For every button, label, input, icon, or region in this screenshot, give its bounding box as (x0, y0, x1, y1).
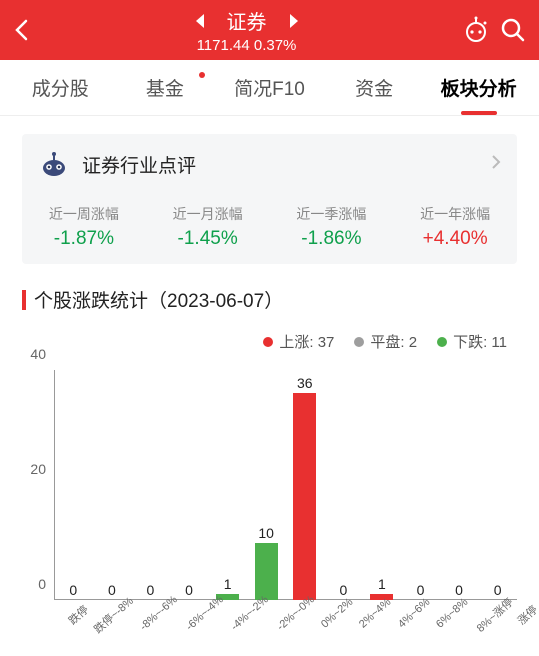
legend-item-1: 平盘: 2 (354, 331, 417, 352)
legend-label: 上涨: 37 (279, 331, 334, 352)
bar-value-label: 0 (185, 582, 193, 598)
stat-label: 近一季涨幅 (270, 204, 394, 224)
y-tick: 40 (30, 346, 46, 362)
bar (293, 393, 316, 600)
header-title: 证券 (227, 6, 267, 35)
stat-0: 近一周涨幅 -1.87% (22, 204, 146, 250)
chart-plot: 00001103601000 (54, 370, 517, 600)
review-card: 证券行业点评 近一周涨幅 -1.87%近一月涨幅 -1.45%近一季涨幅 -1.86%… (22, 134, 517, 264)
header-price: 1171.44 (197, 37, 250, 54)
bar-col-9: 0 (401, 370, 440, 600)
stat-value: -1.86% (270, 228, 394, 250)
bar-col-0: 0 (54, 370, 93, 600)
stats-row: 近一周涨幅 -1.87%近一月涨幅 -1.45%近一季涨幅 -1.86% 近一年涨幅 +4… (22, 194, 517, 264)
bar-value-label: 1 (378, 576, 386, 592)
bar-col-7: 0 (324, 370, 363, 600)
review-card-header[interactable]: 证券行业点评 (22, 134, 517, 194)
legend-label: 下跌: 11 (453, 331, 507, 352)
next-icon[interactable] (287, 12, 301, 30)
stat-value: +4.40% (393, 228, 517, 250)
notification-dot (199, 72, 205, 78)
review-card-title: 证券行业点评 (82, 151, 491, 178)
tabs-bar: 成分股基金简况F10资金板块分析 (0, 60, 539, 116)
legend-item-2: 下跌: 11 (437, 331, 507, 352)
tab-1[interactable]: 基金 (113, 74, 218, 101)
legend-label: 平盘: 2 (370, 331, 417, 352)
back-icon[interactable] (12, 17, 32, 43)
stat-label: 近一年涨幅 (393, 204, 517, 224)
header-change: 0.37% (254, 37, 297, 54)
prev-icon[interactable] (193, 12, 207, 30)
y-tick: 20 (30, 461, 46, 477)
bar-col-4: 1 (208, 370, 247, 600)
legend-item-0: 上涨: 37 (263, 331, 334, 352)
bar-col-5: 10 (247, 370, 286, 600)
robot-icon (38, 148, 70, 180)
bar-value-label: 36 (297, 375, 313, 391)
y-tick: 0 (38, 576, 46, 592)
bar-col-10: 0 (440, 370, 479, 600)
legend-dot (263, 337, 273, 347)
bar-col-11: 0 (478, 370, 517, 600)
stat-2: 近一季涨幅 -1.86% (270, 204, 394, 250)
assistant-icon[interactable] (461, 15, 491, 45)
stat-label: 近一周涨幅 (22, 204, 146, 224)
bar-col-2: 0 (131, 370, 170, 600)
tab-4[interactable]: 板块分析 (426, 74, 531, 101)
search-icon[interactable] (499, 16, 527, 44)
tab-3[interactable]: 资金 (322, 74, 427, 101)
legend-dot (354, 337, 364, 347)
bar-value-label: 0 (69, 582, 77, 598)
bar-col-3: 0 (170, 370, 209, 600)
stat-value: -1.45% (146, 228, 270, 250)
app-header: 证券 1171.44 0.37% (0, 0, 539, 60)
section-title: 个股涨跌统计（2023-06-07） (22, 286, 517, 313)
chart-legend: 上涨: 37 平盘: 2 下跌: 11 (32, 331, 507, 352)
chevron-right-icon (491, 154, 501, 175)
stat-label: 近一月涨幅 (146, 204, 270, 224)
bar-col-6: 36 (285, 370, 324, 600)
stat-value: -1.87% (22, 228, 146, 250)
legend-dot (437, 337, 447, 347)
bar-col-8: 1 (363, 370, 402, 600)
stat-1: 近一月涨幅 -1.45% (146, 204, 270, 250)
tab-0[interactable]: 成分股 (8, 74, 113, 101)
tab-2[interactable]: 简况F10 (217, 74, 322, 101)
bar-value-label: 0 (147, 582, 155, 598)
header-price-row: 1171.44 0.37% (197, 37, 297, 54)
bar-value-label: 10 (258, 525, 274, 541)
chart-area: 02040 00001103601000 跌停跌停~-8%-8%~-6%-6%~… (22, 360, 517, 640)
stat-3: 近一年涨幅 +4.40% (393, 204, 517, 250)
bar-col-1: 0 (93, 370, 132, 600)
bar-value-label: 1 (224, 576, 232, 592)
